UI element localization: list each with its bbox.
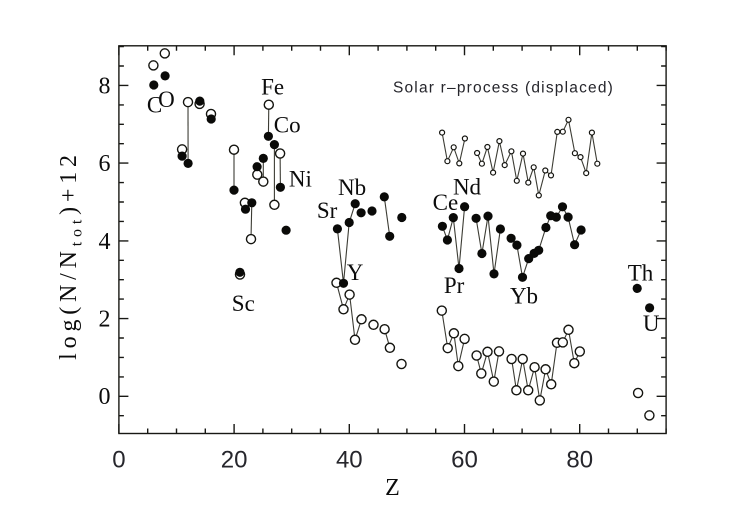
svg-text:log(N/Ntot)+12: log(N/Ntot)+12 <box>56 150 86 360</box>
svg-text:Ni: Ni <box>289 167 312 192</box>
svg-text:0: 0 <box>112 446 125 473</box>
svg-text:60: 60 <box>451 446 478 473</box>
svg-text:40: 40 <box>336 446 363 473</box>
svg-text:8: 8 <box>99 73 111 99</box>
svg-text:Z: Z <box>385 475 400 501</box>
svg-text:Solar r–process (displaced): Solar r–process (displaced) <box>393 80 614 97</box>
svg-text:C: C <box>147 93 162 118</box>
svg-text:6: 6 <box>99 151 111 177</box>
svg-text:Nb: Nb <box>338 175 366 200</box>
svg-text:Th: Th <box>628 260 654 285</box>
svg-text:2: 2 <box>99 307 111 333</box>
svg-text:Yb: Yb <box>510 283 538 308</box>
svg-text:80: 80 <box>566 446 593 473</box>
svg-text:Ce: Ce <box>433 190 459 215</box>
svg-text:20: 20 <box>221 446 248 473</box>
svg-text:Co: Co <box>274 112 301 137</box>
svg-text:0: 0 <box>99 384 111 410</box>
svg-text:O: O <box>158 87 175 112</box>
svg-text:Pr: Pr <box>444 273 465 298</box>
svg-text:4: 4 <box>99 229 111 255</box>
svg-text:Sr: Sr <box>317 198 338 223</box>
svg-text:Nd: Nd <box>453 175 482 200</box>
svg-text:Sc: Sc <box>232 291 255 316</box>
svg-text:Fe: Fe <box>261 75 284 100</box>
svg-text:Y: Y <box>347 260 364 285</box>
svg-text:U: U <box>643 311 660 336</box>
